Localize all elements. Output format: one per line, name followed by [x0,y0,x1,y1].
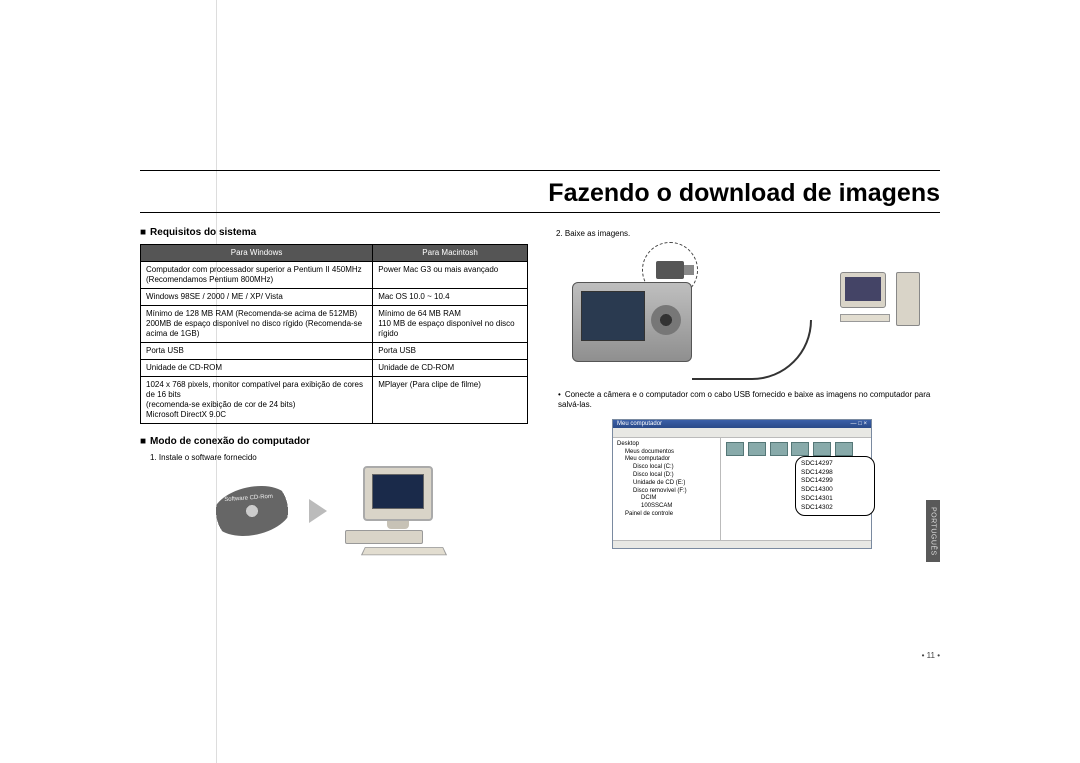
thumbnail-icon [748,442,766,456]
cell-win: Unidade de CD-ROM [141,360,373,377]
cell-win: Porta USB [141,343,373,360]
tree-item: Disco local (C:) [617,464,716,472]
callout-item: SDC14301 [801,495,869,504]
columns: ■ Requisitos do sistema Para Windows Para… [140,223,940,556]
section-requirements-label: Requisitos do sistema [150,227,256,238]
tower-icon [896,272,920,326]
table-row: Windows 98SE / 2000 / ME / XP/ Vista Mac… [141,289,528,306]
file-browser-titlebar: Meu computador — □ × [613,420,871,428]
file-browser-screenshot: Meu computador — □ × Desktop Meus docume… [612,419,872,549]
page-number: • 11 • [922,651,940,660]
page-title: Fazendo o download de imagens [140,179,940,212]
cell-win: Mínimo de 128 MB RAM (Recomenda-se acima… [141,306,373,343]
desktop-pc-icon [345,466,455,556]
file-browser-title: Meu computador [617,421,662,427]
tree-item: Desktop [617,441,716,449]
cd-label: Software CD-Rom [224,494,273,503]
folder-tree: Desktop Meus documentos Meu computador D… [613,438,721,540]
cd-icon: Software CD-Rom [209,480,295,543]
bullet-square-icon: ■ [140,436,146,447]
install-illustration: Software CD-Rom [140,466,528,556]
section-connection: ■ Modo de conexão do computador [140,436,528,447]
table-row: Mínimo de 128 MB RAM (Recomenda-se acima… [141,306,528,343]
cell-mac: MPlayer (Para clipe de filme) [373,377,528,424]
monitor-stand-icon [387,521,409,529]
tree-item: Disco removível (F:) [617,488,716,496]
title-rule [140,212,940,213]
tree-item: 100SSCAM [617,503,716,511]
section-requirements: ■ Requisitos do sistema [140,227,528,238]
keyboard-icon [361,547,447,555]
file-browser-body: Desktop Meus documentos Meu computador D… [613,438,871,540]
table-row: Porta USB Porta USB [141,343,528,360]
cell-mac: Mínimo de 64 MB RAM 110 MB de espaço dis… [373,306,528,343]
cell-mac: Power Mac G3 ou mais avançado [373,262,528,289]
cell-win: 1024 x 768 pixels, monitor compatível pa… [141,377,373,424]
tree-item: Meu computador [617,456,716,464]
pc-base-icon [345,530,423,544]
tree-item: Disco local (D:) [617,472,716,480]
camera-connection-illustration [552,242,940,382]
table-row: 1024 x 768 pixels, monitor compatível pa… [141,377,528,424]
tree-item: Meus documentos [617,449,716,457]
table-row: Unidade de CD-ROM Unidade de CD-ROM [141,360,528,377]
callout-item: SDC14297 [801,460,869,469]
step-1-text: 1. Instale o software fornecido [150,453,528,462]
monitor-icon [363,466,433,521]
file-list: SDC14297 SDC14298 SDC14299 SDC14300 SDC1… [721,438,871,540]
language-side-tab: PORTUGUÊS [926,500,940,562]
cell-win: Computador com processador superior a Pe… [141,262,373,289]
thumbnail-icon [726,442,744,456]
bullet-dash-icon: • [558,390,561,399]
connection-caption-text: Conecte a câmera e o computador com o ca… [558,390,930,409]
left-column: ■ Requisitos do sistema Para Windows Para… [140,223,528,556]
callout-item: SDC14298 [801,469,869,478]
tree-item: Painel de controle [617,511,716,519]
cell-win: Windows 98SE / 2000 / ME / XP/ Vista [141,289,373,306]
file-browser-statusbar [613,540,871,548]
cell-mac: Porta USB [373,343,528,360]
tree-item: DCIM [617,495,716,503]
tree-item: Unidade de CD (E:) [617,480,716,488]
step-2-text: 2. Baixe as imagens. [556,229,940,238]
thumbnail-icon [791,442,809,456]
file-browser-toolbar [613,428,871,438]
thumbnail-icon [813,442,831,456]
usb-cable-icon [692,320,812,380]
connection-caption: •Conecte a câmera e o computador com o c… [558,390,940,411]
cell-mac: Unidade de CD-ROM [373,360,528,377]
thumbnail-icon [835,442,853,456]
usb-plug-icon [656,261,684,279]
th-windows: Para Windows [141,245,373,262]
section-connection-label: Modo de conexão do computador [150,436,310,447]
callout-item: SDC14300 [801,486,869,495]
thumbnail-icon [770,442,788,456]
table-row: Computador com processador superior a Pe… [141,262,528,289]
cell-mac: Mac OS 10.0 ~ 10.4 [373,289,528,306]
page: Fazendo o download de imagens ■ Requisito… [140,170,940,660]
monitor-icon [840,272,886,308]
callout-item: SDC14299 [801,477,869,486]
computer-icon [840,272,920,362]
keyboard-icon [840,314,890,322]
table-header-row: Para Windows Para Macintosh [141,245,528,262]
bullet-square-icon: ■ [140,227,146,238]
requirements-table: Para Windows Para Macintosh Computador c… [140,244,528,424]
th-mac: Para Macintosh [373,245,528,262]
callout-item: SDC14302 [801,504,869,513]
filename-callout: SDC14297 SDC14298 SDC14299 SDC14300 SDC1… [795,456,875,517]
arrow-right-icon [309,499,327,523]
window-controls-icon: — □ × [851,421,867,427]
right-column: 2. Baixe as imagens. •Conecte a câmera e… [552,223,940,556]
top-rule [140,170,940,171]
camera-icon [572,282,692,362]
